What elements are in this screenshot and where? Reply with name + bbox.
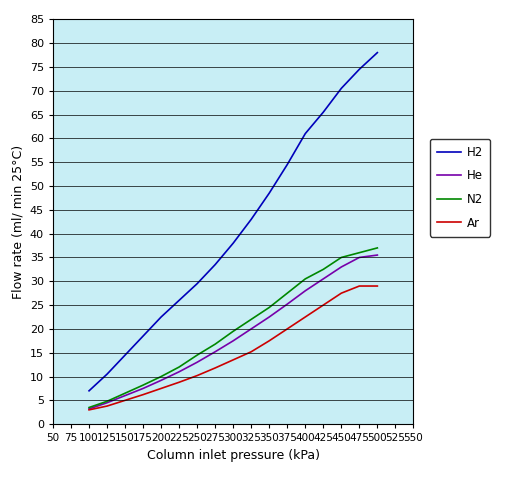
He	[212, 349, 218, 355]
Ar	[194, 373, 200, 378]
Ar	[302, 314, 308, 320]
He	[176, 369, 182, 375]
He	[284, 301, 290, 307]
Ar	[158, 386, 164, 391]
He	[374, 252, 381, 258]
Ar	[284, 326, 290, 332]
N2	[176, 364, 182, 370]
Ar	[356, 283, 363, 289]
Ar	[104, 403, 110, 409]
X-axis label: Column inlet pressure (kPa): Column inlet pressure (kPa)	[147, 449, 320, 462]
Ar	[212, 365, 218, 371]
H2	[248, 216, 254, 222]
He	[266, 314, 272, 320]
Ar	[176, 379, 182, 385]
H2	[86, 388, 92, 394]
Y-axis label: Flow rate (ml/ min 25°C): Flow rate (ml/ min 25°C)	[11, 145, 24, 299]
H2	[158, 314, 164, 320]
Ar	[338, 290, 344, 296]
H2	[194, 281, 200, 286]
H2	[176, 297, 182, 303]
N2	[158, 374, 164, 379]
He	[194, 360, 200, 365]
H2	[140, 333, 146, 339]
Line: He: He	[89, 255, 377, 409]
He	[86, 406, 92, 412]
H2	[122, 352, 128, 358]
N2	[302, 276, 308, 282]
Line: Ar: Ar	[89, 286, 377, 410]
N2	[374, 245, 381, 251]
N2	[230, 328, 236, 334]
He	[104, 400, 110, 406]
Ar	[266, 338, 272, 344]
He	[122, 393, 128, 399]
N2	[140, 382, 146, 388]
He	[302, 288, 308, 294]
N2	[266, 305, 272, 310]
H2	[284, 161, 290, 167]
He	[158, 377, 164, 383]
N2	[284, 290, 290, 296]
Legend: H2, He, N2, Ar: H2, He, N2, Ar	[430, 138, 490, 237]
H2	[302, 131, 308, 136]
H2	[374, 50, 381, 55]
He	[338, 264, 344, 270]
H2	[338, 85, 344, 91]
He	[230, 338, 236, 344]
H2	[320, 109, 326, 115]
N2	[248, 317, 254, 322]
He	[140, 386, 146, 391]
N2	[212, 341, 218, 347]
Ar	[140, 392, 146, 398]
Ar	[122, 398, 128, 403]
Ar	[86, 407, 92, 413]
Ar	[374, 283, 381, 289]
H2	[230, 240, 236, 246]
Ar	[320, 302, 326, 308]
He	[356, 254, 363, 260]
He	[320, 276, 326, 282]
Ar	[230, 357, 236, 363]
He	[248, 326, 254, 332]
H2	[356, 67, 363, 72]
Line: H2: H2	[89, 53, 377, 391]
N2	[194, 352, 200, 358]
N2	[338, 254, 344, 260]
H2	[212, 262, 218, 268]
N2	[320, 267, 326, 272]
H2	[104, 371, 110, 377]
N2	[356, 250, 363, 255]
N2	[122, 390, 128, 396]
N2	[86, 404, 92, 410]
Ar	[248, 349, 254, 355]
Line: N2: N2	[89, 248, 377, 407]
H2	[266, 190, 272, 196]
N2	[104, 399, 110, 404]
